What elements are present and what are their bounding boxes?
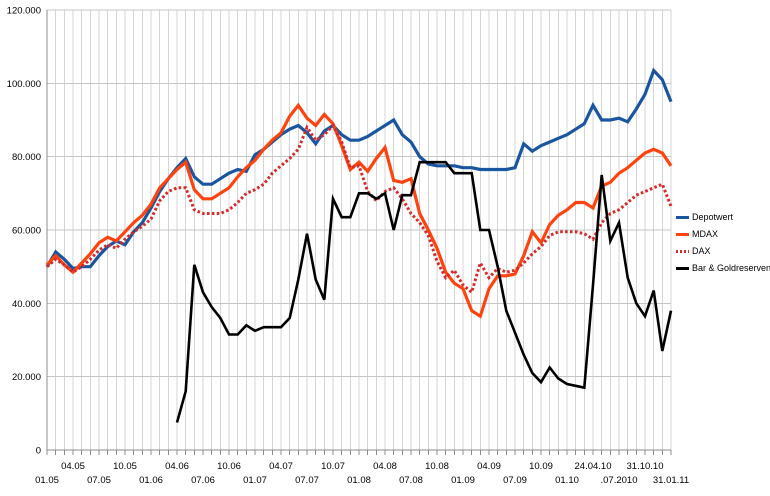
mdax-line-swatch [676, 233, 689, 236]
x-axis-tick-label: 10.09 [529, 461, 553, 472]
legend-label: Bar & Goldreserven [692, 263, 770, 273]
legend-item-dax: DAX [676, 243, 770, 260]
x-axis-tick-label: 07.08 [399, 475, 423, 486]
y-axis-tick-label: 80.000 [12, 152, 41, 163]
x-axis-tick-label: 04.08 [373, 461, 397, 472]
x-axis-tick-label: 01.07 [243, 475, 267, 486]
x-axis-tick-label: 01.06 [139, 475, 163, 486]
series-line-mdax [45, 102, 673, 319]
dax-line-swatch [676, 250, 689, 253]
x-axis-tick-label: 01.09 [451, 475, 475, 486]
legend-item-bar-goldreserven: Bar & Goldreserven [676, 260, 770, 277]
y-axis-tick-label: 100.000 [7, 79, 41, 90]
series-line-dax [46, 122, 673, 295]
x-axis-tick-label: 04.09 [477, 461, 501, 472]
x-axis-tick-label: 31.10.10 [627, 461, 664, 472]
x-axis-tick-label: 07.07 [295, 475, 319, 486]
x-axis-tick-label: 01.05 [35, 475, 59, 486]
y-axis-tick-label: 20.000 [12, 372, 41, 383]
legend-label: DAX [692, 246, 711, 256]
x-axis-tick-label: 10.07 [321, 461, 345, 472]
legend-item-depotwert: Depotwert [676, 209, 770, 226]
x-axis-tick-label: 01.10 [555, 475, 579, 486]
x-axis-tick-label: 04.07 [269, 461, 293, 472]
series-line-bar-goldreserven [175, 160, 673, 423]
x-axis-tick-label: 04.06 [165, 461, 189, 472]
legend: Depotwert MDAX DAX Bar & Goldreserven [676, 209, 770, 277]
x-axis-tick-label: .07.2010 [601, 475, 638, 486]
y-axis-tick-label: 60.000 [12, 226, 41, 237]
legend-item-mdax: MDAX [676, 226, 770, 243]
x-axis-tick-label: 07.05 [87, 475, 111, 486]
legend-label: MDAX [692, 229, 719, 239]
x-axis-tick-label: 01.08 [347, 475, 371, 486]
x-axis-tick-label: 04.05 [61, 461, 85, 472]
x-axis-tick-label: 31.01.11 [653, 475, 689, 486]
x-axis-tick-label: 10.05 [113, 461, 137, 472]
legend-label: Depotwert [692, 212, 734, 222]
x-axis-tick-label: 07.06 [191, 475, 215, 486]
series-line-depotwert [45, 67, 673, 271]
x-axis-tick-label: 24.04.10 [575, 461, 612, 472]
x-axis-tick-label: 07.09 [503, 475, 527, 486]
y-axis-tick-label: 0 [36, 446, 41, 457]
x-axis-tick-label: 10.06 [217, 461, 241, 472]
x-axis-tick-label: 10.08 [425, 461, 449, 472]
y-axis-tick-label: 120.000 [7, 6, 41, 17]
y-axis-tick-label: 40.000 [12, 299, 41, 310]
bar-goldreserven-line-swatch [676, 267, 689, 270]
depotwert-line-swatch [676, 216, 689, 219]
